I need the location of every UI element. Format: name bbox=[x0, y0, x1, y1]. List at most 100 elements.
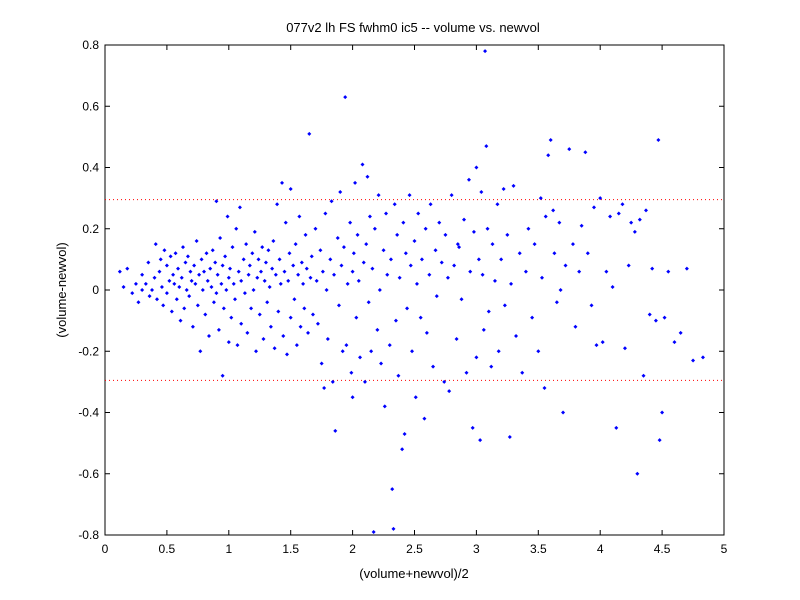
data-point bbox=[396, 373, 401, 378]
data-point bbox=[570, 242, 575, 247]
data-point bbox=[589, 303, 594, 308]
data-point bbox=[239, 278, 244, 283]
data-points bbox=[117, 49, 705, 534]
data-point bbox=[495, 202, 500, 207]
data-point bbox=[350, 395, 355, 400]
data-point bbox=[261, 337, 266, 341]
data-point bbox=[509, 281, 514, 286]
data-point bbox=[579, 223, 584, 228]
data-point bbox=[199, 257, 204, 262]
y-tick-label: 0.4 bbox=[82, 161, 99, 175]
data-point bbox=[251, 288, 256, 292]
data-point bbox=[225, 214, 230, 219]
data-point bbox=[499, 257, 504, 262]
data-point bbox=[329, 199, 334, 204]
data-point bbox=[193, 281, 198, 286]
data-point bbox=[367, 214, 372, 219]
data-point bbox=[653, 318, 658, 323]
data-point bbox=[202, 269, 207, 274]
x-tick-label: 0 bbox=[102, 542, 109, 556]
data-point bbox=[557, 220, 562, 225]
data-point bbox=[585, 251, 590, 256]
data-point bbox=[121, 284, 126, 289]
data-point bbox=[218, 235, 223, 240]
data-point bbox=[343, 95, 348, 100]
data-point bbox=[480, 272, 485, 277]
data-point bbox=[412, 239, 417, 243]
data-point bbox=[561, 410, 566, 415]
data-point bbox=[304, 266, 309, 271]
data-point bbox=[455, 242, 460, 247]
data-point bbox=[375, 327, 380, 332]
data-point bbox=[416, 211, 421, 216]
data-point bbox=[428, 202, 433, 207]
data-point bbox=[246, 272, 251, 277]
data-point bbox=[511, 183, 516, 188]
data-point bbox=[407, 193, 412, 198]
data-point bbox=[208, 266, 213, 271]
data-point bbox=[294, 343, 299, 348]
data-point bbox=[666, 269, 671, 274]
data-point bbox=[657, 438, 662, 443]
data-point bbox=[514, 333, 519, 338]
data-point bbox=[219, 281, 224, 286]
data-point bbox=[333, 428, 338, 433]
data-point bbox=[481, 327, 486, 332]
data-point bbox=[604, 269, 609, 274]
data-point bbox=[387, 343, 392, 348]
x-axis-label: (volume+newvol)/2 bbox=[359, 566, 468, 581]
data-point bbox=[390, 487, 395, 492]
x-tick-label: 1.5 bbox=[282, 542, 299, 556]
data-point bbox=[684, 266, 689, 271]
data-point bbox=[339, 263, 344, 268]
data-point bbox=[206, 333, 211, 338]
data-point bbox=[314, 278, 319, 283]
data-point bbox=[252, 229, 257, 234]
data-point bbox=[260, 245, 265, 250]
data-point bbox=[214, 291, 219, 296]
data-point bbox=[250, 251, 255, 256]
data-point bbox=[161, 303, 166, 308]
data-point bbox=[244, 242, 249, 247]
data-point bbox=[198, 349, 203, 354]
data-point bbox=[228, 266, 233, 271]
data-point bbox=[532, 242, 537, 247]
data-point bbox=[462, 217, 467, 222]
data-point bbox=[301, 281, 306, 286]
data-point bbox=[286, 278, 291, 283]
x-tick-label: 3 bbox=[473, 542, 480, 556]
data-point bbox=[672, 340, 677, 345]
data-point bbox=[214, 199, 219, 204]
data-point bbox=[213, 260, 218, 265]
data-point bbox=[502, 303, 507, 308]
data-point bbox=[490, 242, 495, 247]
data-point bbox=[338, 190, 343, 194]
data-point bbox=[287, 251, 292, 256]
data-point bbox=[197, 272, 202, 277]
data-point bbox=[117, 269, 122, 274]
data-point bbox=[276, 309, 281, 314]
data-point bbox=[644, 208, 649, 213]
data-point bbox=[216, 327, 221, 332]
data-point bbox=[318, 248, 323, 253]
data-point bbox=[691, 358, 696, 363]
data-point bbox=[484, 144, 489, 149]
data-point bbox=[656, 137, 661, 142]
data-point bbox=[419, 257, 424, 262]
data-point bbox=[362, 379, 367, 384]
data-point bbox=[140, 272, 145, 277]
data-point bbox=[275, 202, 280, 207]
data-point bbox=[583, 150, 588, 155]
data-point bbox=[424, 330, 429, 335]
data-point bbox=[369, 349, 374, 354]
data-point bbox=[336, 303, 341, 308]
data-point bbox=[447, 389, 452, 394]
data-point bbox=[152, 275, 157, 280]
data-point bbox=[125, 266, 130, 271]
data-point bbox=[554, 300, 559, 305]
data-point bbox=[610, 284, 615, 289]
data-point bbox=[178, 318, 183, 323]
data-point bbox=[616, 211, 621, 216]
data-point bbox=[382, 404, 387, 409]
